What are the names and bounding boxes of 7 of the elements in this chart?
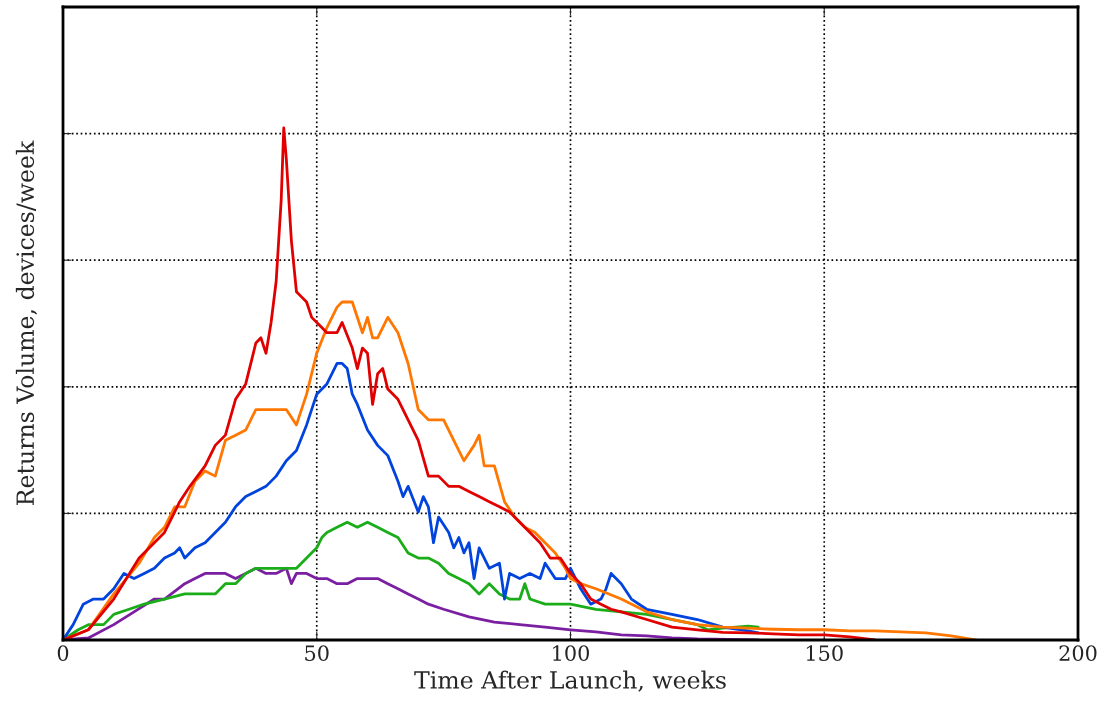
x-tick-label: 50 — [305, 645, 329, 661]
x-tick-label: 100 — [553, 645, 589, 661]
x-axis-title: Time After Launch, weeks — [414, 670, 726, 692]
x-tick-label: 0 — [57, 645, 69, 661]
x-tick-label: 200 — [1059, 645, 1097, 661]
y-axis-title: Returns Volume, devices/week — [15, 140, 37, 505]
x-tick-label: 150 — [806, 645, 843, 661]
